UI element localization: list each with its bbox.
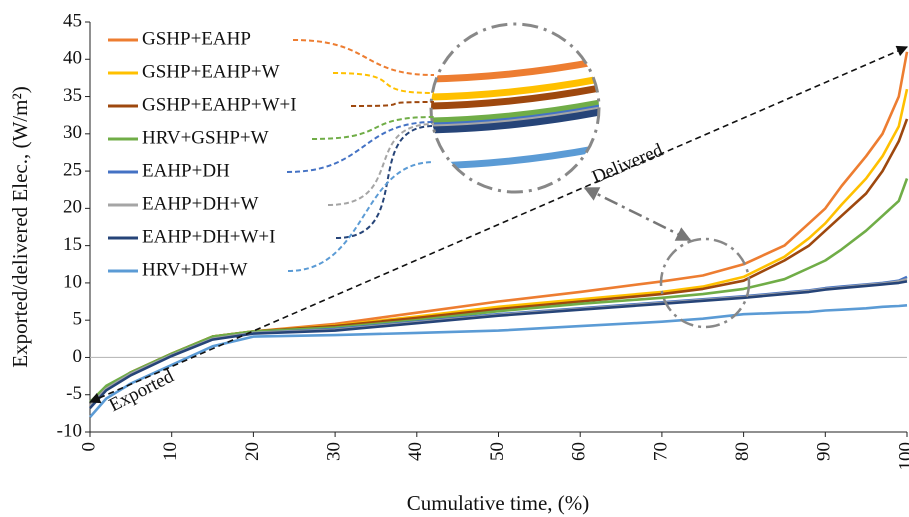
y-tick-label: 40 — [63, 48, 82, 69]
x-tick-label: 10 — [160, 442, 181, 461]
zoom-band — [431, 57, 599, 83]
legend-label: EAHP+DH — [142, 160, 230, 181]
y-tick-label: -10 — [57, 420, 82, 441]
x-tick-label: 100 — [895, 442, 909, 471]
y-tick-label: 25 — [63, 159, 82, 180]
y-tick-label: 15 — [63, 234, 82, 255]
legend-label: GSHP+EAHP+W+I — [142, 94, 297, 115]
y-tick-label: 10 — [63, 271, 82, 292]
annotation: Exported — [106, 366, 178, 417]
y-tick-label: 45 — [63, 10, 82, 31]
legend-connector — [350, 101, 435, 107]
legend-label: HRV+GSHP+W — [142, 127, 269, 148]
zoom-band — [431, 99, 599, 125]
legend-connector — [327, 123, 435, 206]
x-tick-label: 40 — [405, 442, 426, 461]
legend-connector — [287, 161, 435, 272]
x-tick-label: 60 — [569, 442, 590, 461]
y-tick-label: 0 — [73, 346, 83, 367]
annotation: Delivered — [589, 139, 667, 188]
x-tick-label: 70 — [650, 442, 671, 461]
zoom-circle — [429, 22, 601, 194]
legend-connector — [332, 72, 435, 94]
x-axis-label: Cumulative time, (%) — [407, 491, 590, 515]
decoration-layer — [88, 22, 909, 404]
zoom-band — [431, 75, 599, 101]
x-tick-label: 30 — [323, 442, 344, 461]
legend-connector — [311, 116, 435, 140]
x-tick-label: 0 — [78, 442, 99, 452]
legend-connector — [335, 125, 435, 239]
delivered-arrow — [88, 45, 909, 404]
x-tick-label: 20 — [242, 442, 263, 461]
y-tick-label: 30 — [63, 122, 82, 143]
legend-connector — [292, 39, 435, 76]
y-tick-label: -5 — [66, 383, 82, 404]
series-line — [89, 277, 908, 407]
y-tick-label: 20 — [63, 197, 82, 218]
legend-label: EAHP+DH+W+I — [142, 226, 275, 247]
y-axis-label: Exported/delivered Elec., (W/m²) — [8, 86, 32, 368]
focus-circle — [659, 237, 751, 329]
y-tick-label: 35 — [63, 85, 82, 106]
x-tick-label: 90 — [814, 442, 835, 461]
legend-label: EAHP+DH+W — [142, 193, 258, 214]
legend-connector — [286, 121, 435, 173]
x-tick-label: 50 — [487, 442, 508, 461]
legend-label: GSHP+EAHP — [142, 28, 251, 49]
x-tick-label: 80 — [732, 442, 753, 461]
zoom-band — [431, 108, 599, 134]
zoom-band — [431, 84, 599, 110]
text-layer: Delivered Exported Cumulative time, (%) … — [8, 10, 909, 514]
series-line — [89, 304, 908, 418]
zoom-view — [431, 24, 599, 192]
legend-label: HRV+DH+W — [142, 259, 247, 280]
y-tick-label: 5 — [73, 309, 83, 330]
zoom-arrow — [583, 186, 692, 242]
legend-label: GSHP+EAHP+W — [142, 61, 280, 82]
series-line — [89, 275, 908, 407]
